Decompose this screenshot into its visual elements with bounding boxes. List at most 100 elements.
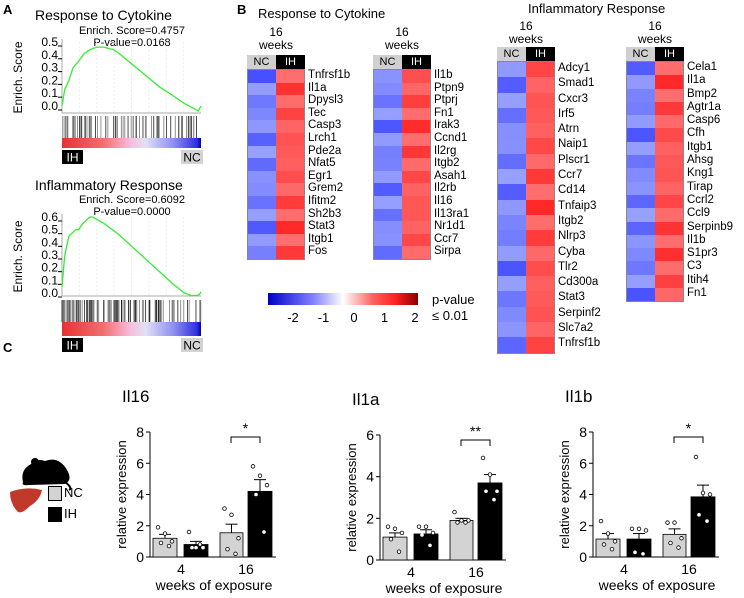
mouse-icon	[22, 458, 72, 491]
ih-cell	[402, 107, 430, 121]
y-tick-label: 0.2	[41, 261, 58, 275]
heatmap-row	[627, 155, 683, 169]
nc-label: NC	[183, 339, 201, 353]
y-tick-label: 0	[579, 549, 587, 565]
nc-cell	[374, 70, 402, 83]
data-point	[169, 539, 175, 544]
ih-cell	[402, 170, 430, 184]
heatmap-row	[627, 75, 683, 89]
data-point	[605, 531, 611, 536]
data-point	[633, 550, 637, 555]
x-axis-label: weeks of exposure	[598, 577, 716, 593]
y-axis-label: relative expression	[114, 440, 129, 548]
ih-cell	[402, 120, 430, 133]
nc-cell	[374, 95, 402, 108]
gene-label: Pde2a	[308, 144, 342, 157]
gene-label: Itgb2	[434, 157, 460, 170]
nc-cell	[248, 233, 276, 247]
data-point	[225, 546, 230, 552]
y-tick-label: 0.0	[41, 286, 58, 300]
data-point	[388, 536, 394, 542]
heatmap-row	[498, 291, 554, 307]
data-point	[233, 551, 238, 557]
color-scale-tick: 2	[411, 310, 419, 325]
y-tick-label: 8	[136, 424, 144, 440]
ih-cell	[655, 261, 683, 275]
gene-label: Cela1	[687, 61, 718, 73]
data-point	[250, 464, 256, 469]
chart-title: Il1b	[565, 387, 592, 406]
ih-cell	[526, 214, 554, 231]
heatmap-row	[374, 221, 430, 234]
heatmap-row	[627, 221, 683, 235]
bar-chart-il1b: Il1b 0 2 4 6 8 relative expression 4 16 * weeks of…	[557, 387, 719, 593]
ih-cell	[655, 101, 683, 116]
gene-label: C3	[687, 260, 702, 273]
x-tick-label: 16	[238, 561, 254, 577]
data-point	[697, 513, 701, 517]
ih-cell	[526, 92, 554, 108]
heatmap-row	[498, 62, 554, 78]
heatmap-row	[627, 208, 683, 222]
nc-cell	[374, 132, 402, 146]
data-point	[399, 530, 405, 536]
nc-cell	[498, 230, 526, 246]
group-header: NC IH	[626, 47, 684, 61]
heatmap-row	[498, 322, 554, 338]
nc-cell	[498, 276, 526, 292]
nc-cell	[498, 153, 526, 170]
x-tick-label: 4	[177, 561, 185, 577]
nc-cell	[374, 183, 402, 196]
ih-cell	[276, 82, 304, 96]
nc-cell	[498, 291, 526, 307]
data-point	[636, 526, 642, 532]
data-point	[254, 492, 258, 497]
gene-label: Ccr7	[558, 169, 583, 182]
significance-bracket	[673, 436, 704, 443]
nc-cell	[248, 95, 276, 108]
nc-cell	[498, 199, 526, 215]
enrichment-curve	[61, 46, 202, 113]
heatmap-row	[627, 181, 683, 195]
heatmap-row	[498, 230, 554, 246]
gene-label: Ptpn9	[434, 81, 465, 94]
heatmap-row	[627, 248, 683, 262]
color-scale-tick: 0	[350, 310, 358, 325]
data-point	[162, 531, 168, 536]
ih-cell	[526, 62, 554, 78]
ih-cell	[276, 158, 304, 171]
heatmap-row	[248, 120, 304, 133]
group-header: NC IH	[247, 55, 305, 69]
ih-cell	[655, 288, 683, 302]
y-tick-label: 0.4	[41, 48, 58, 62]
gene-label: Ahsg	[687, 154, 714, 167]
bar-chart-il1a: Il1a 0 2 4 6 relative expression 4 16 ** weeks of…	[344, 390, 506, 596]
ih-cell	[276, 195, 304, 209]
x-axis-label: weeks of exposure	[385, 580, 503, 596]
gene-label: Sh2b3	[308, 207, 342, 220]
nc-cell	[248, 195, 276, 209]
ih-label: IH	[67, 151, 79, 165]
heatmap-row	[498, 169, 554, 185]
nc-cell	[248, 82, 276, 96]
significance-marker: *	[686, 420, 692, 436]
gene-label: Il13ra1	[434, 207, 470, 220]
heatmap-title-inflammatory: Inflammatory Response	[528, 1, 666, 16]
nc-cell	[374, 107, 402, 121]
significance-marker: **	[470, 423, 481, 439]
ih-cell	[402, 145, 430, 159]
nc-cell	[374, 120, 402, 133]
gene-label: Il1b	[434, 69, 453, 81]
heatmap-row	[627, 115, 683, 129]
data-point	[707, 492, 713, 497]
data-point	[679, 536, 684, 541]
data-point	[264, 482, 270, 488]
heatmap-row	[498, 276, 554, 292]
heatmap-row	[374, 107, 430, 121]
heatmap-row	[498, 153, 554, 170]
gene-label: Il1b	[687, 233, 706, 246]
y-tick-label: 0	[136, 549, 144, 565]
gene-label: Sirpa	[434, 245, 461, 258]
gene-label: Bmp2	[687, 87, 718, 100]
gene-label: Tnfrsf1b	[558, 337, 601, 350]
